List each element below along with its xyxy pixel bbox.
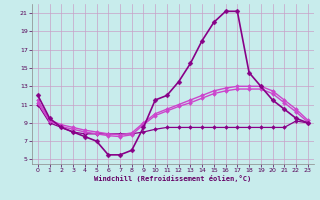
X-axis label: Windchill (Refroidissement éolien,°C): Windchill (Refroidissement éolien,°C) [94, 175, 252, 182]
